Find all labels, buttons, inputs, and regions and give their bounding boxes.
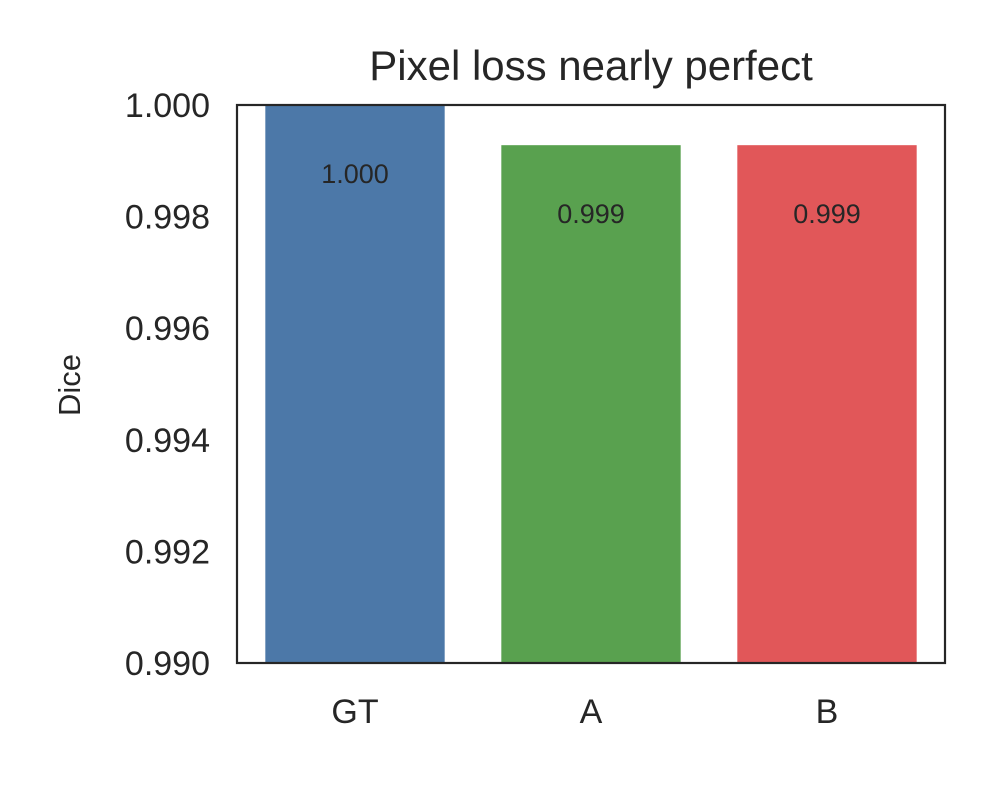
bar-value-label-b: 0.999 (793, 199, 861, 229)
bar-labels-group: 1.000 0.999 0.999 (321, 159, 861, 229)
y-tick-label: 0.990 (125, 645, 210, 683)
y-tick-label: 0.992 (125, 533, 210, 571)
bar-a (501, 145, 681, 663)
bar-b (737, 145, 917, 663)
x-ticks-group: GT A B (331, 693, 838, 731)
x-tick-label-b: B (816, 693, 839, 731)
bar-value-label-a: 0.999 (557, 199, 625, 229)
y-ticks-group: 0.990 0.992 0.994 0.996 0.998 1.000 (125, 87, 210, 683)
x-tick-label-gt: GT (331, 693, 378, 731)
x-tick-label-a: A (580, 693, 603, 731)
plot-frame (235, 103, 947, 665)
bars-group (265, 105, 917, 663)
y-axis-label: Dice (52, 354, 87, 416)
bar-gt (265, 105, 445, 663)
y-tick-label: 0.996 (125, 310, 210, 348)
y-tick-label: 1.000 (125, 87, 210, 125)
y-tick-label: 0.994 (125, 422, 210, 460)
y-tick-label: 0.998 (125, 199, 210, 237)
bar-value-label-gt: 1.000 (321, 159, 389, 189)
chart-title: Pixel loss nearly perfect (369, 42, 813, 89)
